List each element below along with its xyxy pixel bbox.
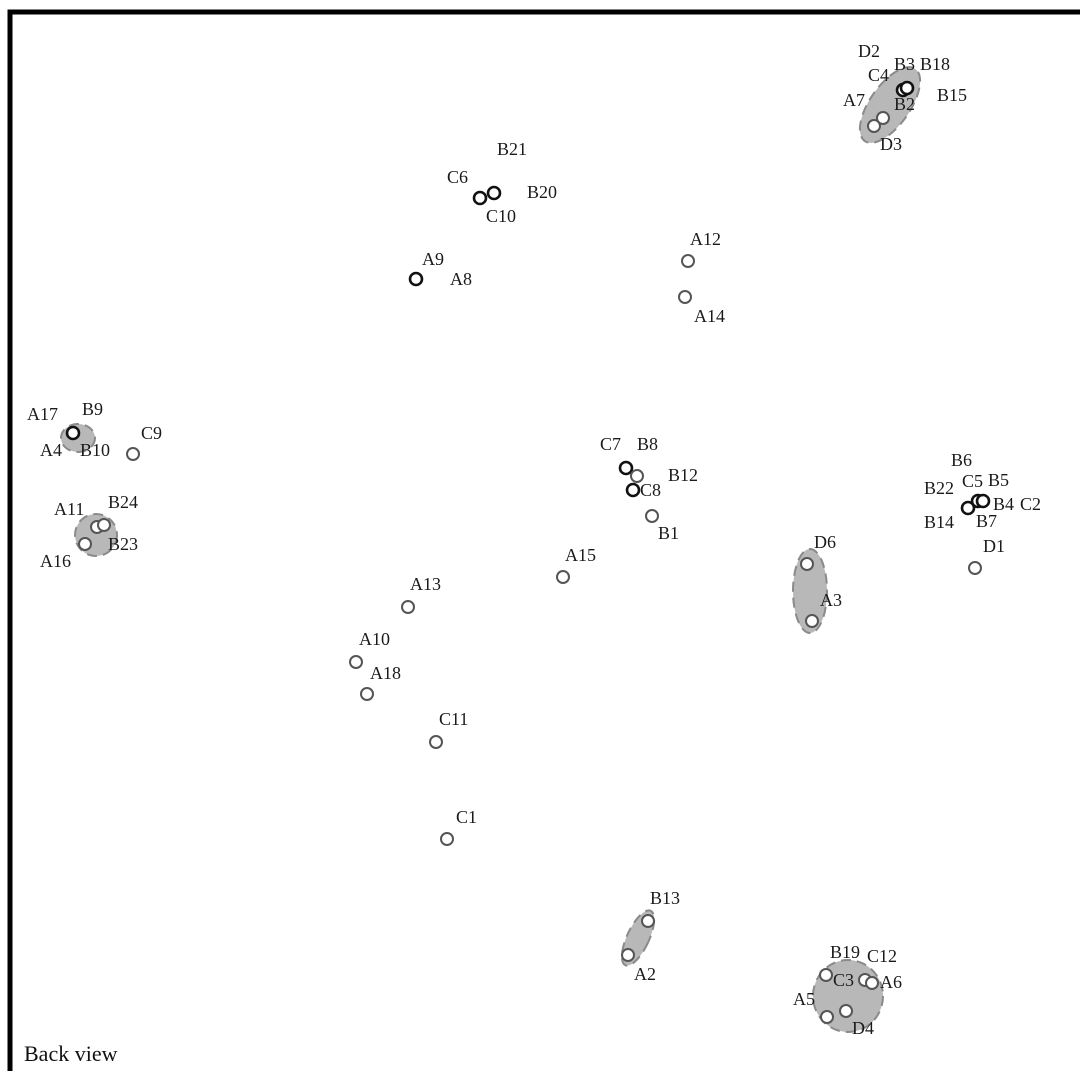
point-label-c2: C2 [1020, 494, 1041, 514]
point-label-b20: B20 [527, 182, 557, 202]
point-label-a4: A4 [40, 440, 62, 460]
point-label-b12: B12 [668, 465, 698, 485]
point-label-c12: C12 [867, 946, 897, 966]
point-label-d4: D4 [852, 1018, 874, 1038]
point-label-a3: A3 [820, 590, 842, 610]
point-marker-a3 [805, 614, 819, 628]
point-label-c11: C11 [439, 709, 468, 729]
point-label-a5: A5 [793, 989, 815, 1009]
point-marker-a6 [865, 976, 879, 990]
view-caption: Back view [24, 1041, 118, 1066]
point-label-b7: B7 [976, 511, 997, 531]
point-label-d2: D2 [858, 41, 880, 61]
point-marker-b24 [97, 518, 111, 532]
point-label-b9: B9 [82, 399, 103, 419]
point-marker-c8 [625, 482, 641, 498]
point-label-a12: A12 [690, 229, 721, 249]
point-label-b10: B10 [80, 440, 110, 460]
point-label-a14: A14 [694, 306, 725, 326]
point-label-c6: C6 [447, 167, 468, 187]
point-marker-a13 [401, 600, 415, 614]
point-label-a2: A2 [634, 964, 656, 984]
point-label-b2: B2 [894, 94, 915, 114]
point-marker-a12 [681, 254, 695, 268]
point-marker-a14 [678, 290, 692, 304]
point-marker-c6 [472, 190, 488, 206]
point-label-b15: B15 [937, 85, 967, 105]
point-marker-d1 [968, 561, 982, 575]
point-label-b19: B19 [830, 942, 860, 962]
point-marker-a10 [349, 655, 363, 669]
point-marker-a17 [65, 425, 81, 441]
point-marker-a16 [78, 537, 92, 551]
point-label-a6: A6 [880, 972, 902, 992]
point-marker-b3 [899, 80, 915, 96]
point-marker-a2 [621, 948, 635, 962]
point-label-a10: A10 [359, 629, 390, 649]
point-marker-d4 [839, 1004, 853, 1018]
point-marker-a9 [408, 271, 424, 287]
point-label-b21: B21 [497, 139, 527, 159]
point-label-c9: C9 [141, 423, 162, 443]
point-layer [65, 80, 991, 1024]
point-marker-c7 [618, 460, 634, 476]
point-label-b13: B13 [650, 888, 680, 908]
point-label-a11: A11 [54, 499, 84, 519]
point-label-c3: C3 [833, 970, 854, 990]
point-label-b1: B1 [658, 523, 679, 543]
point-label-a9: A9 [422, 249, 444, 269]
point-marker-b19 [819, 968, 833, 982]
point-marker-b2 [876, 111, 890, 125]
point-label-d1: D1 [983, 536, 1005, 556]
point-label-a7: A7 [843, 90, 865, 110]
point-marker-b5 [975, 493, 991, 509]
point-label-c7: C7 [600, 434, 621, 454]
point-label-b18: B18 [920, 54, 950, 74]
point-label-b22: B22 [924, 478, 954, 498]
point-label-a17: A17 [27, 404, 58, 424]
point-marker-c11 [429, 735, 443, 749]
point-marker-b22 [960, 500, 976, 516]
point-marker-a15 [556, 570, 570, 584]
point-label-c1: C1 [456, 807, 477, 827]
plot-frame [7, 9, 1080, 1071]
point-marker-b13 [641, 914, 655, 928]
point-label-b4: B4 [993, 494, 1014, 514]
point-label-a18: A18 [370, 663, 401, 683]
point-marker-a5 [820, 1010, 834, 1024]
point-marker-b1 [645, 509, 659, 523]
point-label-c5: C5 [962, 471, 983, 491]
point-label-a13: A13 [410, 574, 441, 594]
point-label-d6: D6 [814, 532, 836, 552]
point-marker-d6 [800, 557, 814, 571]
point-marker-b20 [486, 185, 502, 201]
point-label-c4: C4 [868, 65, 889, 85]
point-label-a16: A16 [40, 551, 71, 571]
point-label-c10: C10 [486, 206, 516, 226]
point-label-a15: A15 [565, 545, 596, 565]
cluster-ellipse-mid-d6 [792, 548, 828, 634]
point-label-d3: D3 [880, 134, 902, 154]
point-label-b3: B3 [894, 54, 915, 74]
point-marker-b8 [630, 469, 644, 483]
point-marker-a7 [867, 119, 881, 133]
point-marker-c9 [126, 447, 140, 461]
point-marker-c1 [440, 832, 454, 846]
point-label-b23: B23 [108, 534, 138, 554]
point-label-b24: B24 [108, 492, 138, 512]
point-label-b5: B5 [988, 470, 1009, 490]
point-marker-a18 [360, 687, 374, 701]
point-label-c8: C8 [640, 480, 661, 500]
point-label-b8: B8 [637, 434, 658, 454]
point-label-a8: A8 [450, 269, 472, 289]
point-label-b6: B6 [951, 450, 972, 470]
point-label-b14: B14 [924, 512, 954, 532]
